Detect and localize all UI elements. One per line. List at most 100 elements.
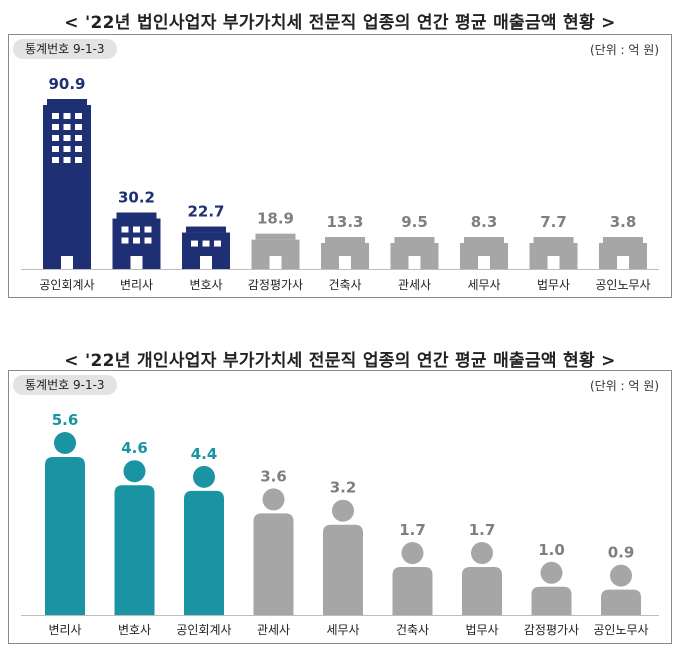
person-icon [184,465,224,615]
building-window [133,226,140,233]
value-label: 5.6 [52,411,79,429]
building-icon [112,212,161,269]
person-head [262,488,285,511]
building-window [121,226,129,233]
building-door [547,256,560,269]
value-label: 90.9 [48,75,85,93]
category-label: 건축사 [396,623,429,637]
category-label: 관세사 [398,278,431,292]
building-roof [464,237,504,243]
building-icon [460,237,508,269]
building-icon [182,226,230,269]
building-door [269,256,282,269]
building-icon [390,237,439,269]
building-bar [43,105,91,269]
category-label: 변호사 [118,623,151,637]
building-window [75,113,82,119]
value-label: 30.2 [118,189,155,207]
value-label: 0.9 [608,544,635,562]
person-head [610,564,632,587]
person-icon [601,564,641,615]
individual-stat-tag: 통계번호 9-1-3 [13,375,117,395]
value-label: 3.8 [610,213,637,231]
category-label: 공인노무사 [593,623,648,637]
building-door [61,256,73,269]
corporate-chart-panel: 통계번호 9-1-3 (단위 : 억 원) 90.9 공인회계사 30.2 변리사 22… [8,34,672,298]
corporate-stat-tag: 통계번호 9-1-3 [13,39,117,59]
building-window [52,113,59,119]
building-window [63,146,71,152]
building-window [75,146,82,152]
value-label: 18.9 [257,210,294,228]
value-label: 1.7 [469,521,496,539]
building-window [75,157,82,163]
building-window [202,240,210,247]
category-label: 공인회계사 [176,623,231,637]
corporate-bar-chart: 90.9 공인회계사 30.2 변리사 22.7 변호사 18.9 감정평가사 13.3 건축사 9… [21,75,659,292]
person-icon [531,561,572,615]
building-door [408,256,421,269]
value-label: 3.6 [260,467,287,485]
category-label: 법무사 [465,623,498,637]
person-icon [462,542,502,615]
value-label: 13.3 [326,213,363,231]
building-icon [529,237,578,269]
building-door [200,256,212,269]
value-label: 4.4 [191,445,218,463]
corporate-chart-title: < '22년 법인사업자 부가가치세 전문직 업종의 연간 평균 매출금액 현황… [64,13,616,33]
value-label: 1.0 [538,541,565,559]
category-label: 감정평가사 [524,623,579,637]
person-head [123,460,146,483]
person-body-bar [462,567,502,615]
person-icon [323,499,363,615]
building-window [63,157,71,163]
individual-bar-chart: 5.6 변리사 4.6 변호사 4.4 공인회계사 3.6 관세사 3.2 세무사 1.7 건축사 1.… [21,411,659,637]
building-window [63,113,71,119]
building-roof [394,237,435,243]
person-body-bar [531,586,572,615]
category-label: 건축사 [328,278,361,292]
category-label: 관세사 [257,623,290,637]
category-label: 법무사 [537,278,570,292]
person-head [401,542,424,565]
building-icon [43,99,91,269]
individual-chart-title: < '22년 개인사업자 부가가치세 전문직 업종의 연간 평균 매출금액 현황… [64,351,616,371]
building-roof [116,212,157,219]
building-window [121,237,129,244]
building-icon [599,237,647,269]
value-label: 3.2 [330,479,357,497]
building-window [52,157,59,163]
person-body-bar [114,485,155,615]
value-label: 7.7 [540,213,567,231]
person-head [332,499,354,522]
value-label: 9.5 [401,213,428,231]
category-label: 변리사 [48,623,81,637]
building-window [214,240,221,247]
building-window [75,124,82,130]
building-roof [603,237,643,243]
building-door [130,256,143,269]
category-label: 감정평가사 [248,278,303,292]
building-window [63,124,71,130]
person-body-bar [323,524,363,615]
person-head [193,465,215,488]
value-label: 22.7 [187,203,224,221]
building-window [52,146,59,152]
individual-unit-label: (단위 : 억 원) [589,379,659,393]
person-head [540,561,563,584]
building-window [144,226,152,233]
person-body-bar [184,490,224,615]
building-roof [186,226,226,233]
building-roof [325,237,365,243]
value-label: 1.7 [399,521,426,539]
building-roof [255,233,296,240]
building-door [478,256,490,269]
category-label: 세무사 [326,623,359,637]
category-label: 변리사 [120,278,153,292]
category-label: 공인노무사 [595,278,650,292]
person-head [54,432,76,454]
person-body-bar [601,589,641,615]
person-icon [114,460,155,615]
value-label: 8.3 [471,213,498,231]
person-body-bar [392,567,433,615]
